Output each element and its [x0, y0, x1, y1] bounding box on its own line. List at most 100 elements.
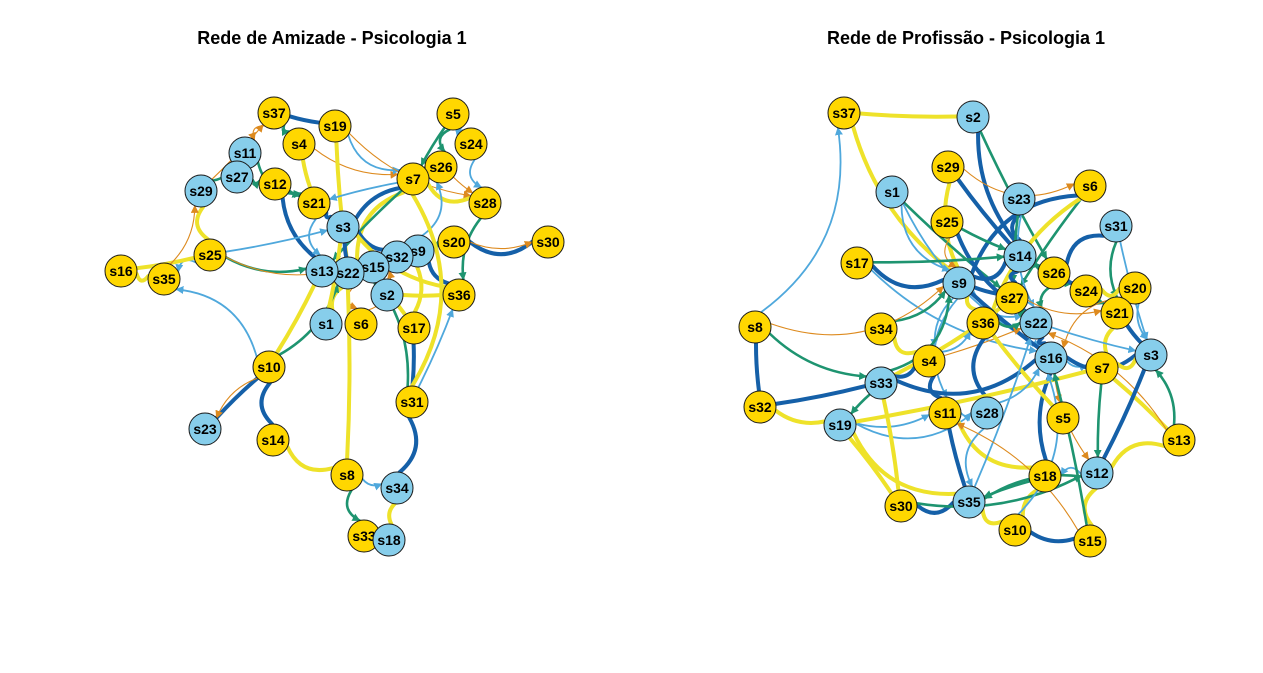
edge-s26-s24 — [1065, 278, 1075, 286]
edge-s8-s32 — [753, 341, 761, 393]
edge-s17-s16 — [870, 269, 1038, 354]
node-s12: s12 — [258, 167, 292, 201]
edge-s31-s7 — [410, 193, 444, 388]
node-circle-s13 — [1162, 423, 1196, 457]
node-s15: s15 — [1073, 524, 1107, 558]
edge-s29-s25 — [195, 204, 210, 242]
node-circle-s2 — [370, 278, 404, 312]
node-s28: s28 — [970, 396, 1004, 430]
node-label-s14: s14 — [261, 432, 285, 448]
node-circle-s32 — [743, 390, 777, 424]
edge-s28-s16 — [998, 367, 1040, 404]
node-label-s9: s9 — [410, 243, 426, 259]
node-circle-s25 — [930, 205, 964, 239]
node-s20: s20 — [437, 225, 471, 259]
edge-s33-s9 — [889, 294, 953, 372]
node-circle-s17 — [397, 311, 431, 345]
edge-s9-s26 — [421, 181, 444, 237]
node-circle-s14 — [1003, 239, 1037, 273]
node-label-s30: s30 — [536, 234, 560, 250]
node-circle-s21 — [1100, 296, 1134, 330]
node-label-s17: s17 — [845, 255, 869, 271]
edge-s5-s12 — [1070, 431, 1090, 461]
edge-s35-s22 — [973, 337, 1033, 488]
edge-s33-s4 — [893, 365, 917, 379]
node-label-s31: s31 — [400, 394, 424, 410]
edge-s12-s13 — [280, 196, 317, 259]
node-s10: s10 — [252, 350, 286, 384]
edge-s4-s7 — [313, 148, 399, 179]
node-circle-s16 — [1034, 341, 1068, 375]
node-s34: s34 — [380, 471, 414, 505]
node-label-s33: s33 — [352, 528, 376, 544]
node-circle-s1 — [309, 307, 343, 341]
edge-s10-s23 — [215, 377, 259, 419]
node-s2: s2 — [370, 278, 404, 312]
node-s23: s23 — [188, 412, 222, 446]
node-s16: s16 — [1034, 341, 1068, 375]
edge-s22-s16 — [1036, 335, 1047, 346]
node-circle-s36 — [442, 278, 476, 312]
node-circle-s19 — [823, 408, 857, 442]
node-circle-s3 — [326, 210, 360, 244]
edge-s26-s22 — [1035, 286, 1050, 310]
node-circle-s12 — [258, 167, 292, 201]
node-circle-s18 — [372, 523, 406, 557]
profession-nodes: s37 s2 s29 s6 s1 s23 s25 s31 s17 s14 s26 s9 s24 s20 s2… — [738, 96, 1196, 558]
node-circle-s30 — [531, 225, 565, 259]
node-circle-s4 — [282, 127, 316, 161]
node-label-s25: s25 — [198, 247, 222, 263]
node-s19: s19 — [318, 109, 352, 143]
node-s18: s18 — [1028, 459, 1062, 493]
node-circle-s31 — [395, 385, 429, 419]
node-label-s4: s4 — [921, 353, 937, 369]
edge-s8-s34 — [361, 478, 383, 491]
node-s3: s3 — [1134, 338, 1168, 372]
node-label-s3: s3 — [335, 219, 351, 235]
node-label-s36: s36 — [971, 315, 995, 331]
edge-s25-s9 — [944, 237, 957, 268]
node-label-s24: s24 — [1074, 283, 1098, 299]
edge-s10-s16 — [1017, 372, 1059, 516]
node-s37: s37 — [257, 96, 291, 130]
node-s18: s18 — [372, 523, 406, 557]
node-circle-s36 — [966, 306, 1000, 340]
edge-s10-s23 — [214, 376, 260, 420]
node-s10: s10 — [998, 513, 1032, 547]
node-circle-s20 — [1118, 271, 1152, 305]
edge-s27-s36 — [993, 306, 1002, 315]
node-label-s29: s29 — [936, 159, 960, 175]
node-s14: s14 — [256, 423, 290, 457]
node-s25: s25 — [193, 238, 227, 272]
node-s26: s26 — [424, 150, 458, 184]
node-label-s1: s1 — [884, 184, 900, 200]
node-label-s4: s4 — [291, 136, 307, 152]
node-label-s13: s13 — [310, 263, 334, 279]
node-s24: s24 — [1069, 274, 1103, 308]
edge-s22-s3 — [1050, 326, 1137, 354]
edge-s8-s22 — [345, 287, 352, 461]
edge-s2-s14 — [976, 130, 1017, 243]
node-label-s23: s23 — [1007, 191, 1031, 207]
node-label-s6: s6 — [1082, 178, 1098, 194]
node-s35: s35 — [147, 262, 181, 296]
node-label-s8: s8 — [747, 319, 763, 335]
node-label-s8: s8 — [339, 467, 355, 483]
node-label-s26: s26 — [1042, 265, 1066, 281]
node-label-s14: s14 — [1008, 248, 1032, 264]
node-s1: s1 — [309, 307, 343, 341]
edge-s37-s4 — [281, 124, 291, 137]
node-s13: s13 — [305, 254, 339, 288]
edge-s18-s10 — [1020, 488, 1040, 518]
edge-s27-s12 — [251, 178, 261, 190]
node-circle-s21 — [297, 186, 331, 220]
node-circle-s34 — [864, 312, 898, 346]
node-circle-s6 — [1073, 169, 1107, 203]
edge-s24-s28 — [469, 158, 483, 189]
node-s5: s5 — [436, 97, 470, 131]
node-circle-s6 — [344, 307, 378, 341]
node-circle-s29 — [184, 174, 218, 208]
edge-s2-s36 — [401, 293, 445, 298]
node-label-s24: s24 — [459, 136, 483, 152]
